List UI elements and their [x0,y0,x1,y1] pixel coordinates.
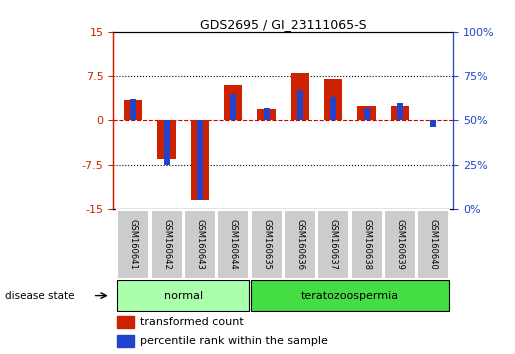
Bar [357,105,376,120]
Bar [291,73,309,120]
Bar [230,94,236,120]
Text: disease state: disease state [5,291,75,301]
Bar [164,120,169,165]
Bar [391,105,409,120]
Bar [284,210,316,279]
Text: GSM160639: GSM160639 [396,219,404,270]
Bar [251,210,283,279]
Bar [317,210,349,279]
Bar [258,109,276,120]
Text: GSM160638: GSM160638 [362,219,371,270]
Bar [217,210,249,279]
Bar [430,120,436,127]
Bar [264,108,269,120]
Text: teratozoospermia: teratozoospermia [301,291,399,301]
Bar [124,100,143,120]
Bar [117,316,134,328]
Bar [384,210,416,279]
Text: GSM160635: GSM160635 [262,219,271,270]
Bar [117,335,134,347]
Bar [351,210,383,279]
Text: normal: normal [164,291,203,301]
Bar [297,90,303,120]
Text: GSM160644: GSM160644 [229,219,238,270]
Text: GSM160640: GSM160640 [428,219,438,270]
Text: GSM160642: GSM160642 [162,219,171,270]
Bar [191,120,209,200]
Bar [330,97,336,120]
Bar [150,210,183,279]
Bar [130,99,136,120]
Text: GSM160641: GSM160641 [129,219,138,270]
Bar [184,210,216,279]
Bar [397,103,403,120]
Text: GSM160637: GSM160637 [329,219,338,270]
Bar [417,210,449,279]
Text: GSM160643: GSM160643 [195,219,204,270]
Text: percentile rank within the sample: percentile rank within the sample [141,336,329,346]
Bar [158,120,176,159]
Bar [117,280,249,311]
Bar [224,85,243,120]
Bar [197,120,203,200]
Title: GDS2695 / GI_23111065-S: GDS2695 / GI_23111065-S [200,18,367,31]
Bar [251,280,449,311]
Bar [117,210,149,279]
Bar [324,79,342,120]
Bar [364,108,370,120]
Text: GSM160636: GSM160636 [296,219,304,270]
Text: transformed count: transformed count [141,317,244,327]
